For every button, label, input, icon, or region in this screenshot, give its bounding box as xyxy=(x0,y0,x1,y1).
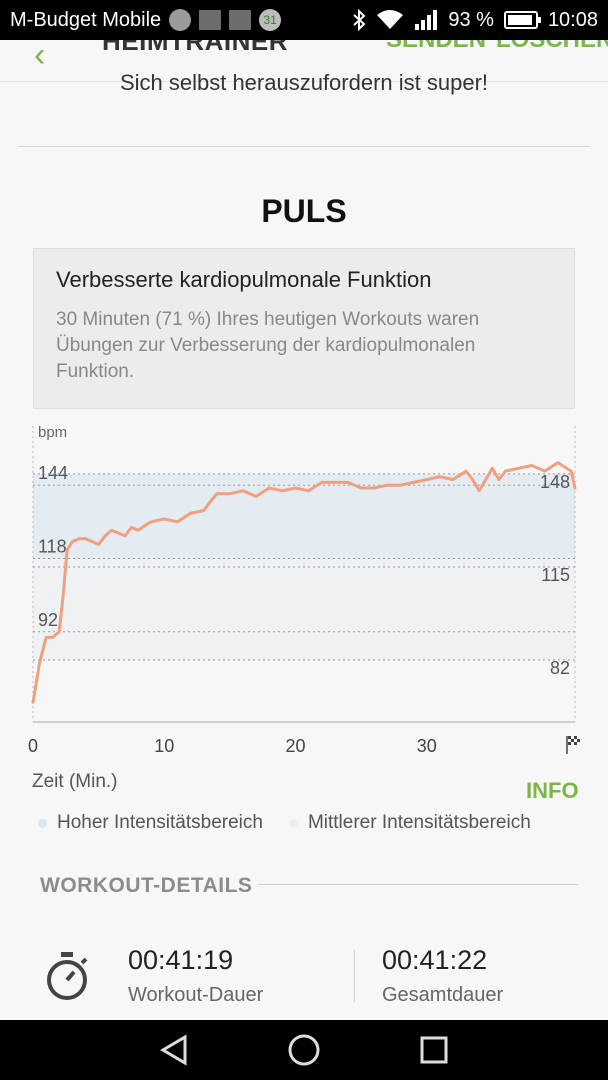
legend-label-mid: Mittlerer Intensitätsbereich xyxy=(307,812,531,833)
send-button[interactable]: SENDEN xyxy=(386,40,486,54)
heart-rate-chart: 144 118 92 148 115 82 bpm 0 10 20 30 xyxy=(28,424,580,756)
x-tick-10: 10 xyxy=(154,736,174,756)
legend-swatch-high xyxy=(38,818,47,828)
bluetooth-icon xyxy=(353,9,366,31)
clock: 10:08 xyxy=(547,8,598,31)
back-arrow-icon[interactable]: ‹ xyxy=(34,40,46,74)
compass-notification-icon xyxy=(169,9,192,31)
info-box-text: 30 Minuten (71 %) Ihres heutigen Workout… xyxy=(56,309,480,382)
y-tick-right-82: 82 xyxy=(550,658,570,678)
finish-flag-icon xyxy=(566,736,580,754)
workout-duration-value: 00:41:19 xyxy=(128,945,234,975)
x-tick-30: 30 xyxy=(417,736,437,756)
calendar-badge-icon: 31 xyxy=(259,9,282,31)
workout-duration: 00:41:19 Workout-Dauer xyxy=(128,945,263,1007)
y-tick-left-118: 118 xyxy=(38,536,67,556)
image-notification-icon xyxy=(199,10,222,30)
total-duration-value: 00:41:22 xyxy=(382,945,488,975)
game-notification-icon xyxy=(229,10,252,30)
legend-item-mid: Mittlerer Intensitätsbereich xyxy=(288,812,531,834)
section-divider xyxy=(18,146,590,147)
y-tick-left-92: 92 xyxy=(38,610,58,630)
info-box: Verbesserte kardiopulmonale Funktion 30 … xyxy=(33,248,575,409)
legend-swatch-mid xyxy=(288,818,298,828)
y-tick-right-148: 148 xyxy=(540,472,570,492)
battery-percent: 93 % xyxy=(448,8,494,31)
stopwatch-icon xyxy=(47,952,88,1000)
battery-icon xyxy=(503,11,541,29)
total-duration-label: Gesamtdauer xyxy=(382,984,504,1006)
chart-legend: Hoher Intensitätsbereich Mittlerer Inten… xyxy=(38,812,557,834)
app-bar: ‹ HEIMTRAINER SENDEN LÖSCHEN xyxy=(0,40,608,82)
info-button[interactable]: INFO xyxy=(526,778,579,803)
system-nav-bar xyxy=(0,1020,608,1080)
total-duration: 00:41:22 Gesamtdauer xyxy=(382,945,503,1007)
x-tick-20: 20 xyxy=(285,736,305,756)
workout-details-heading: WORKOUT-DETAILS xyxy=(40,874,253,897)
legend-label-high: Hoher Intensitätsbereich xyxy=(57,812,263,833)
delete-button[interactable]: LÖSCHEN xyxy=(496,40,608,54)
y-tick-left-144: 144 xyxy=(38,463,68,483)
x-axis-label: Zeit (Min.) xyxy=(32,771,118,792)
section-title: PULS xyxy=(261,193,347,229)
status-bar: M-Budget Mobile 31 93 % 10:08 xyxy=(0,0,608,40)
intensity-band-1 xyxy=(33,558,575,660)
stat-separator xyxy=(354,950,355,1002)
motivation-text: Sich selbst herauszufordern ist super! xyxy=(119,70,489,95)
workout-duration-label: Workout-Dauer xyxy=(128,984,264,1006)
y-axis-label: bpm xyxy=(38,424,67,441)
wifi-icon xyxy=(377,10,404,29)
info-box-title: Verbesserte kardiopulmonale Funktion xyxy=(56,267,432,292)
x-tick-0: 0 xyxy=(28,736,38,756)
y-tick-right-115: 115 xyxy=(541,565,570,585)
heart-rate-line-0 xyxy=(31,461,577,704)
signal-icon xyxy=(415,10,438,30)
home-nav-icon[interactable] xyxy=(287,1033,321,1067)
app-bar-title: HEIMTRAINER xyxy=(102,40,289,56)
legend-item-high: Hoher Intensitätsbereich xyxy=(38,812,263,834)
recents-nav-icon[interactable] xyxy=(419,1035,449,1065)
workout-details-divider xyxy=(258,884,578,885)
back-nav-icon[interactable] xyxy=(159,1034,189,1066)
intensity-band-0 xyxy=(33,473,575,559)
carrier-name: M-Budget Mobile xyxy=(10,8,162,31)
